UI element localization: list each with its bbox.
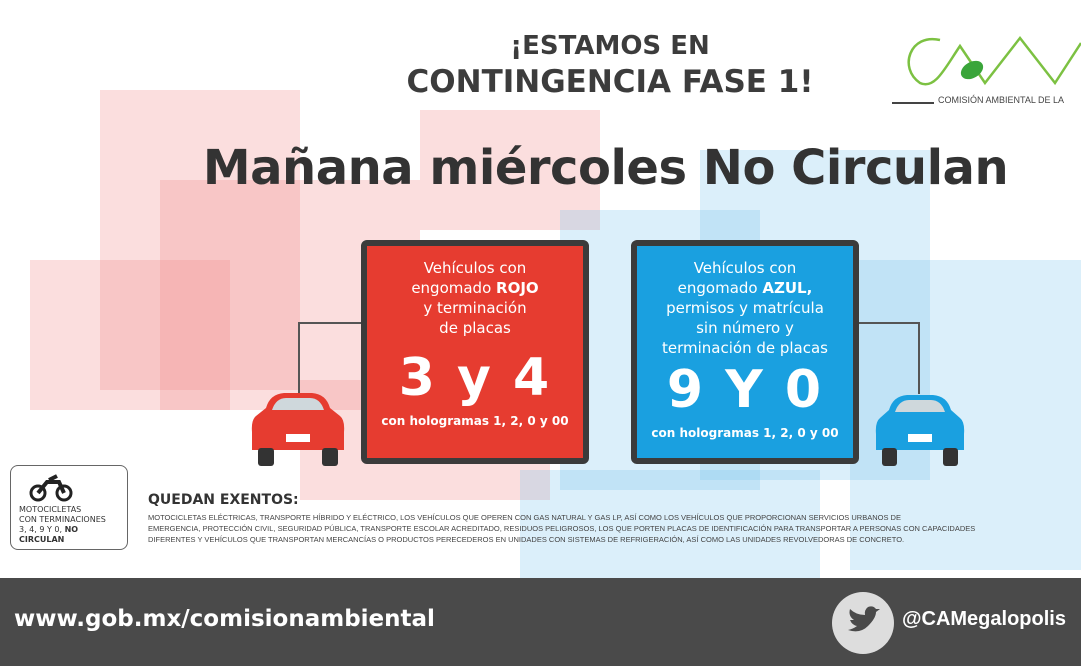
blue-text2: engomado AZUL, [677, 279, 813, 297]
blue-text1: Vehículos con [693, 259, 797, 277]
header-line1: ¡ESTAMOS EN [510, 31, 710, 61]
red-text1: Vehículos con [423, 259, 527, 277]
logo-text: COMISIÓN AMBIENTAL DE LA [938, 95, 1065, 105]
website-link[interactable]: www.gob.mx/comisionambiental [14, 606, 435, 632]
exemptions-line: emergencia, protección civil, seguridad … [148, 524, 976, 533]
cam-logo: COMISIÓN AMBIENTAL DE LA [890, 28, 1081, 112]
blue-text5: terminación de placas [661, 339, 828, 357]
footer: www.gob.mx/comisionambiental @CAMegalopo… [0, 578, 1081, 666]
red-sticker-card: Vehículos con engomado ROJO y terminació… [361, 240, 589, 464]
moto-line3: 3, 4, 9 Y 0, NO CIRCULAN [19, 525, 79, 544]
blue-plate-digits: 9 Y 0 [666, 360, 824, 420]
blue-holograms: con hologramas 1, 2, 0 y 00 [651, 426, 839, 440]
red-holograms: con hologramas 1, 2, 0 y 00 [381, 414, 569, 428]
motorcycle-notice: MOTOCICLETAS CON TERMINACIONES 3, 4, 9 Y… [10, 465, 128, 550]
red-text2: engomado ROJO [411, 279, 539, 297]
red-plate-digits: 3 y 4 [398, 348, 552, 408]
contingency-header: ¡ESTAMOS EN CONTINGENCIA FASE 1! [380, 28, 840, 100]
moto-line2: CON TERMINACIONES [19, 515, 106, 524]
blue-text3: permisos y matrícula [666, 299, 824, 317]
exemptions-title: QUEDAN EXENTOS: [148, 492, 299, 508]
blue-car-icon [875, 395, 965, 466]
cam-logo-icon [907, 35, 1081, 86]
red-text3: y terminación [423, 299, 527, 317]
moto-line1: MOTOCICLETAS [19, 505, 82, 514]
headline: Mañana miércoles No Circulan [202, 140, 1009, 196]
exemptions-line: Motocicletas eléctricas, transporte híbr… [148, 513, 901, 522]
motorcycle-icon [29, 474, 73, 502]
red-car-icon [251, 393, 345, 466]
twitter-icon[interactable] [832, 592, 894, 654]
exemptions: QUEDAN EXENTOS: Motocicletas eléctricas,… [148, 492, 1073, 545]
header-line2: CONTINGENCIA FASE 1! [406, 64, 814, 100]
twitter-handle[interactable]: @CAMegalopolis [902, 608, 1066, 630]
blue-sticker-card: Vehículos con engomado AZUL, permisos y … [631, 240, 859, 464]
exemptions-line: diferentes y vehículos que transportan m… [148, 535, 905, 544]
blue-text4: sin número y [696, 319, 794, 337]
red-text4: de placas [439, 319, 511, 337]
